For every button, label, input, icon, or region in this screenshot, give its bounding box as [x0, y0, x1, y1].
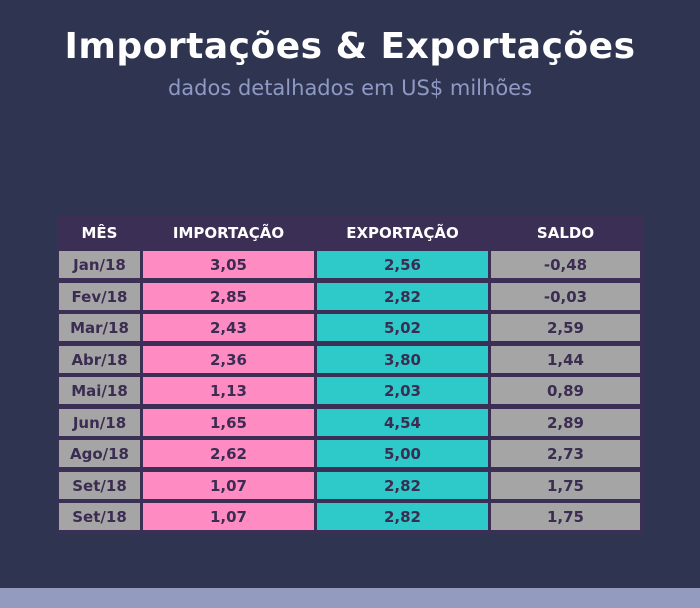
footer-band: [0, 588, 700, 608]
table-cell-import: 2,36: [143, 346, 314, 373]
table-cell-balance: 1,75: [491, 472, 640, 499]
table-cell-balance: 1,44: [491, 346, 640, 373]
table-cell-export: 2,82: [317, 283, 488, 310]
table-cell-import: 3,05: [143, 251, 314, 278]
page-title: Importações & Exportações: [64, 26, 636, 67]
table-cell-export: 2,56: [317, 251, 488, 278]
table-cell-month: Jun/18: [59, 409, 140, 436]
page-subtitle: dados detalhados em US$ milhões: [167, 76, 533, 100]
table-cell-import: 2,85: [143, 283, 314, 310]
column-header-export: EXPORTAÇÃO: [346, 224, 459, 242]
table-cell-export: 3,80: [317, 346, 488, 373]
table-cell-balance: 1,75: [491, 503, 640, 530]
table-cell-export: 2,82: [317, 472, 488, 499]
table-cell-balance: 2,59: [491, 314, 640, 341]
table-cell-month: Set/18: [59, 472, 140, 499]
table-cell-import: 2,43: [143, 314, 314, 341]
table-cell-month: Ago/18: [59, 440, 140, 467]
table-cell-month: Abr/18: [59, 346, 140, 373]
table-cell-month: Mar/18: [59, 314, 140, 341]
table-cell-import: 1,65: [143, 409, 314, 436]
table-cell-export: 4,54: [317, 409, 488, 436]
table-cell-balance: -0,03: [491, 283, 640, 310]
table-cell-balance: 2,73: [491, 440, 640, 467]
table-cell-export: 2,82: [317, 503, 488, 530]
table-cell-month: Mai/18: [59, 377, 140, 404]
table-cell-export: 5,02: [317, 314, 488, 341]
table-cell-balance: -0,48: [491, 251, 640, 278]
column-header-balance: SALDO: [536, 224, 595, 242]
table-cell-import: 1,07: [143, 503, 314, 530]
table-cell-import: 2,62: [143, 440, 314, 467]
table-cell-balance: 2,89: [491, 409, 640, 436]
table-cell-month: Set/18: [59, 503, 140, 530]
table-cell-import: 1,13: [143, 377, 314, 404]
table-cell-month: Fev/18: [59, 283, 140, 310]
column-header-month: MÊS: [81, 224, 118, 242]
table-cell-import: 1,07: [143, 472, 314, 499]
table-cell-export: 5,00: [317, 440, 488, 467]
table-cell-month: Jan/18: [59, 251, 140, 278]
table-cell-balance: 0,89: [491, 377, 640, 404]
table-cell-export: 2,03: [317, 377, 488, 404]
column-header-import: IMPORTAÇÃO: [172, 224, 285, 242]
